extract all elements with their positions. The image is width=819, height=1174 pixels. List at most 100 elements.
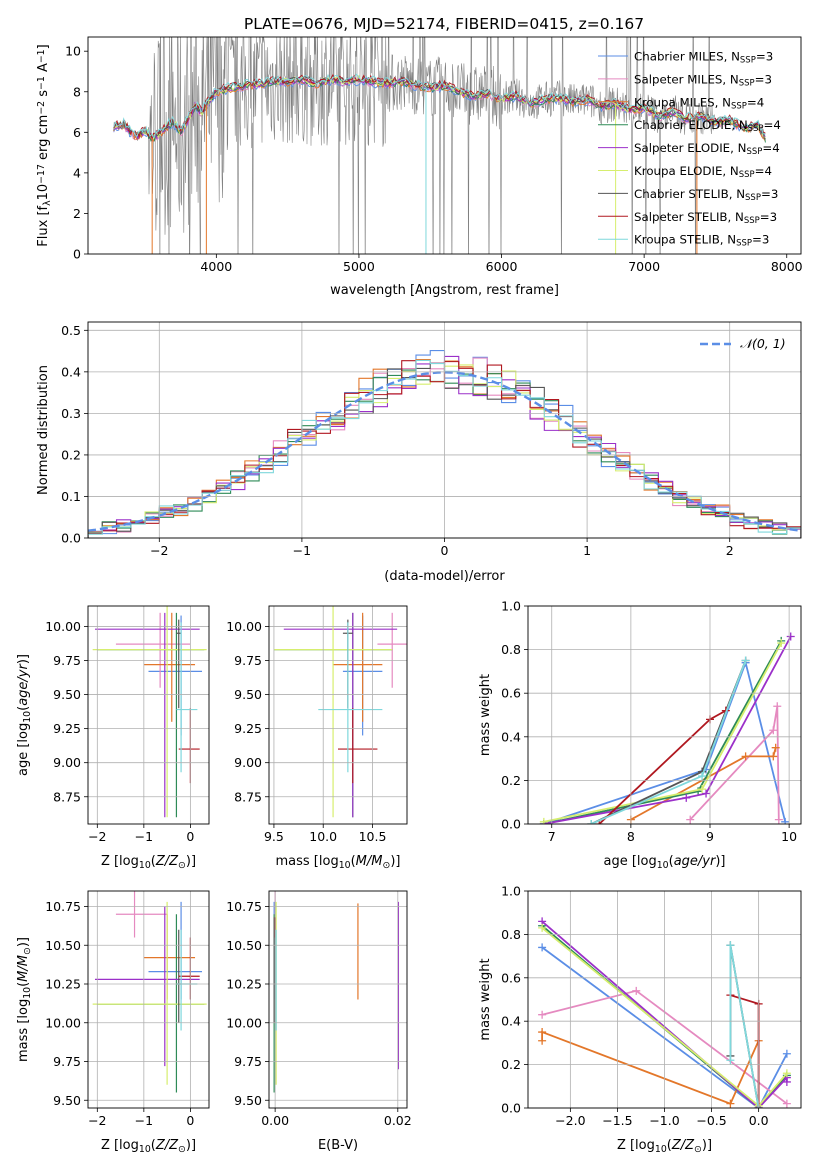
axes-frame <box>87 605 210 825</box>
y-axis-label: Flux [fλ10−17 erg cm−2 s−1 A−1] <box>36 44 53 246</box>
weight-marker-salpeter-miles <box>538 1010 547 1019</box>
panel-1: 4000 5000 6000 7000 8000 0 2 4 6 8 10 wavelength [A… <box>36 36 803 298</box>
grid <box>88 322 801 539</box>
y-tick-label: 9.00 <box>53 755 81 770</box>
y-tick-label: 6 <box>73 125 81 140</box>
y-axis-label: mass weight <box>478 674 493 756</box>
weight-marker-salpeter-miles <box>632 986 641 995</box>
plot-area <box>273 891 400 1093</box>
x-tick-label: 4000 <box>200 259 232 274</box>
errorbar-kroupa-elodie <box>92 606 207 818</box>
weight-marker-kroupa-miles <box>771 743 780 752</box>
weight-marker-kroupa-miles <box>538 1028 547 1037</box>
weight-marker-kroupa-elodie <box>538 923 547 932</box>
y-tick-label: 0.6 <box>501 686 521 701</box>
weight-marker-chabrier-miles <box>538 943 547 952</box>
panel-2: −2 −1 0 1 2 0.0 0.1 0.2 0.3 0.4 0.5 (data-model)/er… <box>36 321 802 584</box>
x-tick-label: 5000 <box>343 259 375 274</box>
x-axis-label: (data-model)/error <box>384 569 505 584</box>
weight-marker-kroupa-miles <box>538 1036 547 1045</box>
x-axis-label: Z [log10(Z/Z⊙)] <box>101 854 196 871</box>
weight-marker-kroupa-miles <box>741 752 750 761</box>
errorbar-kroupa-stelib <box>176 622 198 773</box>
x-tick-label: −1 <box>135 829 153 844</box>
errorbar-kroupa-elodie <box>92 901 207 1085</box>
errorbar-salpeter-miles <box>115 891 168 938</box>
legend-label-chabrier-elodie: Chabrier ELODIE, NSSP=4 <box>634 118 781 134</box>
axes-frame <box>527 605 802 825</box>
y-axis-label: mass [log10(M/M⊙)] <box>16 937 33 1062</box>
x-tick-label: 0.00 <box>261 1113 289 1128</box>
axes-frame <box>268 605 408 825</box>
weight-line-kroupa-miles <box>541 1030 760 1105</box>
weight-line-chabrier-miles <box>541 946 788 1108</box>
errorbar-chabrier-miles <box>148 901 203 1000</box>
y-tick-label: 8 <box>73 84 81 99</box>
x-tick-label: 0.02 <box>384 1113 412 1128</box>
weight-marker-salpeter-elodie <box>782 1077 791 1086</box>
model-spectrum-salpeter-stelib <box>113 73 766 140</box>
y-tick-label: 10.25 <box>226 977 262 992</box>
panel-3: −2 −1 0 8.75 9.00 9.25 9.50 9.75 10.00 Z [log10(Z… <box>16 605 210 871</box>
plot-area <box>92 891 207 1093</box>
errorbar-salpeter-elodie <box>94 906 200 1067</box>
weight-marker-salpeter-miles <box>782 1099 791 1108</box>
legend-label-salpeter-miles: Salpeter MILES, NSSP=3 <box>634 72 772 88</box>
x-axis-label: age [log10(age/yr)] <box>603 854 725 871</box>
x-tick-label: 2 <box>726 543 734 558</box>
figure-title: PLATE=0676, MJD=52174, FIBERID=0415, z=0… <box>244 15 644 33</box>
legend-label-chabrier-miles: Chabrier MILES, NSSP=3 <box>634 50 773 66</box>
x-tick-label: 9.5 <box>264 829 284 844</box>
weight-marker-kroupa-elodie <box>777 639 786 648</box>
y-tick-label: 9.75 <box>53 653 81 668</box>
legend-label-salpeter-stelib: Salpeter STELIB, NSSP=3 <box>634 210 777 226</box>
y-tick-label: 9.50 <box>234 687 262 702</box>
grid <box>269 606 407 824</box>
errorbar-kroupa-miles <box>143 914 196 1000</box>
y-tick-label: 0.3 <box>61 406 81 421</box>
errorbar-salpeter-elodie <box>94 612 200 818</box>
y-tick-label: 10.00 <box>226 619 262 634</box>
weight-marker-chabrier-miles <box>781 817 790 824</box>
legend-label-kroupa-elodie: Kroupa ELODIE, NSSP=4 <box>634 164 772 180</box>
x-tick-label: 8 <box>627 829 635 844</box>
x-tick-label: 7000 <box>628 259 660 274</box>
weight-marker-salpeter-elodie <box>786 632 795 641</box>
errorbar-salpeter-stelib <box>178 937 200 1000</box>
legend: Chabrier MILES, NSSP=3 Salpeter MILES, NS… <box>598 50 781 249</box>
errorbar-kroupa-miles <box>333 612 383 722</box>
errorbar-salpeter-stelib <box>178 708 200 784</box>
x-tick-label: 0.0 <box>749 1113 769 1128</box>
y-tick-label: 0 <box>73 247 81 262</box>
observed-spectrum <box>113 37 766 254</box>
y-axis-label: age [log10(age/yr)] <box>16 654 33 776</box>
y-tick-label: 0.4 <box>61 364 81 379</box>
errorbar-chabrier-miles <box>148 615 203 736</box>
y-tick-label: 1.0 <box>501 884 521 899</box>
weight-marker-kroupa-miles <box>769 752 778 761</box>
y-tick-label: 10.00 <box>45 1015 81 1030</box>
x-axis-label: Z [log10(Z/Z⊙)] <box>617 1138 712 1155</box>
grid <box>528 605 801 825</box>
weight-marker-salpeter-elodie <box>682 793 691 802</box>
x-tick-label: 0 <box>441 543 449 558</box>
weight-marker-kroupa-elodie <box>539 817 548 824</box>
y-tick-label: 0.6 <box>501 970 521 985</box>
weight-marker-kroupa-stelib <box>726 1056 735 1065</box>
y-tick-label: 10.75 <box>45 899 81 914</box>
x-axis-label: E(B-V) <box>318 1138 358 1153</box>
weight-line-kroupa-elodie <box>543 642 782 823</box>
weight-marker-kroupa-stelib <box>698 772 707 781</box>
x-tick-label: 7 <box>548 829 556 844</box>
weight-marker-salpeter-miles <box>773 702 782 711</box>
errorbar-chabrier-elodie <box>97 612 205 818</box>
x-tick-label: −2 <box>88 1113 106 1128</box>
x-tick-label: −1.0 <box>649 1113 679 1128</box>
panel-7: 0.00 0.02 9.50 9.75 10.00 10.25 10.50 10.75 E(B-… <box>226 890 412 1153</box>
legend-label-salpeter-elodie: Salpeter ELODIE, NSSP=4 <box>634 141 780 157</box>
y-tick-label: 9.50 <box>234 1093 262 1108</box>
y-tick-label: 9.25 <box>234 721 262 736</box>
y-tick-label: 8.75 <box>234 789 262 804</box>
y-tick-label: 0.1 <box>61 489 81 504</box>
y-tick-label: 10.25 <box>45 977 81 992</box>
